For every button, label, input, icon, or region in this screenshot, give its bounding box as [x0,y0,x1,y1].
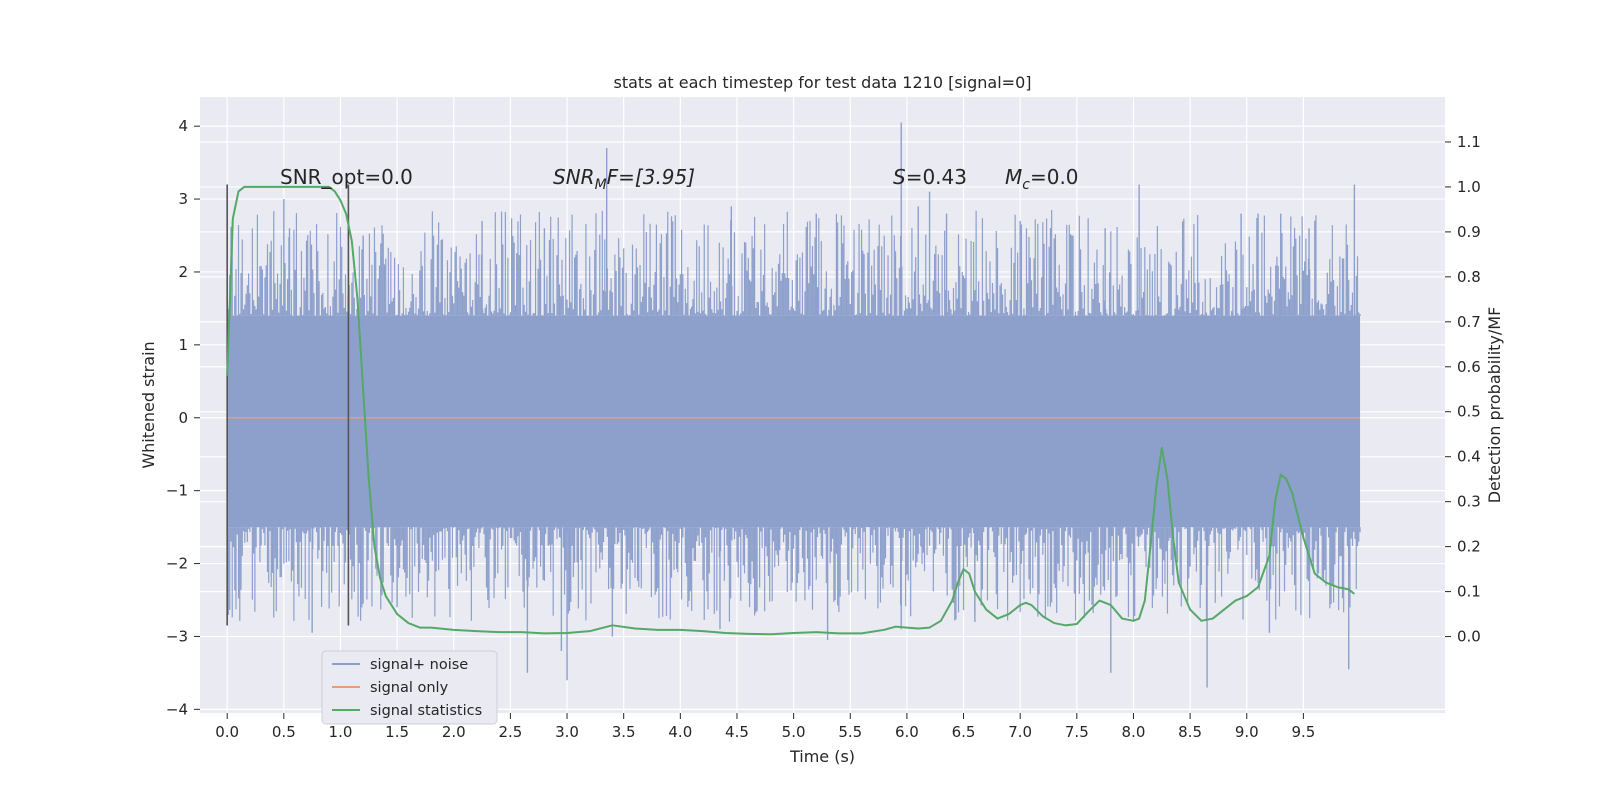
y-right-axis-ticks: 1.1 1.0 0.9 0.8 0.7 0.6 0.5 0.4 0.3 0.2 0.1 0.0 [1445,133,1481,646]
x-tick-label: 4.0 [668,723,692,741]
x-tick-label: 6.0 [895,723,919,741]
x-tick-label: 3.0 [555,723,579,741]
y-right-tick-label: 1.0 [1457,178,1481,196]
y-right-tick-label: 0.6 [1457,358,1481,376]
x-axis-label: Time (s) [789,747,855,766]
x-tick-label: 4.5 [725,723,749,741]
chart-title: stats at each timestep for test data 121… [613,73,1031,92]
legend-label-signal-noise: signal+ noise [370,657,468,673]
x-tick-label: 9.5 [1291,723,1315,741]
y-right-tick-label: 0.8 [1457,268,1481,286]
x-tick-label: 8.5 [1178,723,1202,741]
x-tick-label: 1.0 [329,723,353,741]
y-left-tick-label: −1 [166,482,188,500]
x-tick-label: 6.5 [952,723,976,741]
annotation-s-value: =0.43 [906,165,967,189]
y-left-tick-label: 2 [178,263,188,281]
x-tick-label: 7.0 [1008,723,1032,741]
x-tick-label: 5.0 [782,723,806,741]
y-right-tick-label: 0.1 [1457,583,1481,601]
annotation-mc-var: M [1005,165,1022,189]
x-tick-label: 2.5 [498,723,522,741]
annotation-snr-mf-subscript: M [595,177,607,193]
y-right-tick-label: 0.7 [1457,313,1481,331]
x-tick-label: 3.5 [612,723,636,741]
annotation-snr-mf-var: SNR [553,165,595,189]
series-signal-statistics-line [226,185,1355,636]
y-left-axis-ticks: 4 3 2 1 0 −1 −2 −3 −4 [166,117,200,718]
annotation-snr-opt: SNR_opt=0.0 [280,165,413,189]
annotation-mc: Mc=0.0 [1005,165,1079,193]
x-tick-label: 0.0 [215,723,239,741]
y-left-tick-label: 1 [178,336,188,354]
y-left-tick-label: −3 [166,627,188,645]
y-right-tick-label: 0.0 [1457,628,1481,646]
annotation-s: S=0.43 [893,165,967,189]
y-left-tick-label: 4 [178,117,188,135]
legend-box [321,650,498,725]
x-tick-label: 7.5 [1065,723,1089,741]
x-tick-label: 2.0 [442,723,466,741]
window-markers [226,184,350,626]
x-axis-ticks: 0.0 0.5 1.0 1.5 2.0 2.5 3.0 3.5 4.0 4.5 5.0 5.5 6.0 6… [215,713,1315,741]
y-left-tick-label: −4 [166,700,188,718]
y-right-tick-label: 0.4 [1457,448,1481,466]
x-tick-label: 8.0 [1122,723,1146,741]
y-right-tick-label: 0.9 [1457,223,1481,241]
legend-label-signal-statistics: signal statistics [370,703,482,719]
x-tick-label: 0.5 [272,723,296,741]
annotation-snr-mf-value: F=[3.95] [607,165,695,189]
annotation-mc-value: =0.0 [1030,165,1079,189]
y-left-tick-label: −2 [166,555,188,573]
y-left-axis-label: Whitened strain [139,341,158,468]
annotation-snr-mf: SNRMF=[3.95] [553,165,695,193]
y-right-tick-label: 0.3 [1457,493,1481,511]
y-right-tick-label: 0.5 [1457,403,1481,421]
y-left-tick-label: 0 [178,409,188,427]
y-right-tick-label: 1.1 [1457,133,1481,151]
annotation-s-var: S [893,165,906,189]
y-right-tick-label: 0.2 [1457,538,1481,556]
y-left-tick-label: 3 [178,190,188,208]
series-signal-noise [226,122,1361,688]
noise-core-band [227,315,1361,528]
y-right-axis-label: Detection probability/MF [1485,307,1504,504]
legend-label-signal-only: signal only [370,680,449,696]
x-tick-label: 5.5 [838,723,862,741]
annotation-mc-subscript: c [1022,177,1030,193]
x-tick-label: 1.5 [385,723,409,741]
legend: signal+ noise signal only signal statist… [321,650,498,725]
x-tick-label: 9.0 [1235,723,1259,741]
